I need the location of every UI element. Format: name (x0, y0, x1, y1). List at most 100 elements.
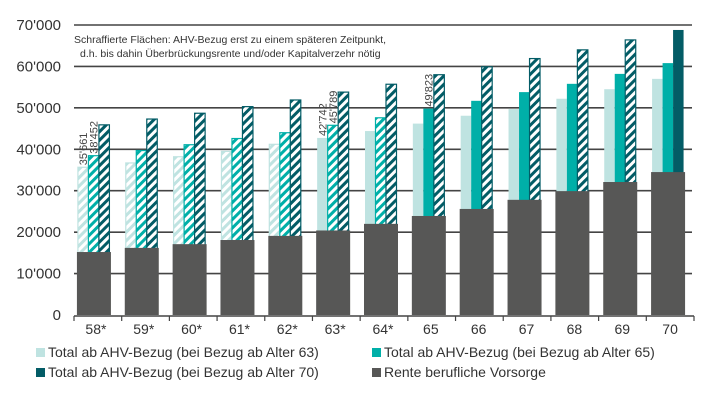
bar-rente-berufliche-vorsorge-61 (220, 240, 255, 315)
bar-group-64 (364, 83, 398, 315)
bar-group-61 (220, 106, 255, 315)
bar-rente-berufliche-vorsorge-58 (76, 252, 111, 315)
bar-total-ab-ahv-bezug-bei-bezug-ab-alter-63-60 (173, 156, 185, 247)
legend-label-ahv-63: Total ab AHV-Bezug (bei Bezug ab Alter 6… (48, 344, 319, 360)
bar-total-ab-ahv-bezug-bei-bezug-ab-alter-70-68 (576, 49, 589, 194)
annotation: Schraffierte Flächen: AHV-Bezug erst zu … (72, 31, 386, 61)
legend-item-ahv-63: Total ab AHV-Bezug (bei Bezug ab Alter 6… (36, 344, 319, 360)
bar-total-ab-ahv-bezug-bei-bezug-ab-alter-65-68 (566, 83, 578, 194)
bar-rente-berufliche-vorsorge-62 (268, 235, 303, 315)
bar-group-63 (316, 91, 351, 315)
bar-total-ab-ahv-bezug-bei-bezug-ab-alter-65-63 (327, 124, 339, 234)
bar-rente-berufliche-vorsorge-66 (459, 208, 494, 315)
data-label: 38'452 (89, 121, 101, 154)
bar-total-ab-ahv-bezug-bei-bezug-ab-alter-70-60 (194, 112, 206, 247)
bar-total-ab-ahv-bezug-bei-bezug-ab-alter-65-67 (519, 92, 530, 202)
bar-group-62 (268, 99, 303, 315)
bar-total-ab-ahv-bezug-bei-bezug-ab-alter-63-70 (652, 78, 663, 175)
bar-total-ab-ahv-bezug-bei-bezug-ab-alter-70-70 (673, 29, 684, 175)
bar-total-ab-ahv-bezug-bei-bezug-ab-alter-65-61 (231, 137, 244, 243)
bar-group-67 (507, 57, 542, 315)
annotation-line-2: d.h. bis dahin Überbrückungsrente und/od… (80, 48, 381, 60)
y-tick-label: 40'000 (16, 141, 61, 158)
bar-total-ab-ahv-bezug-bei-bezug-ab-alter-63-61 (220, 150, 233, 243)
bar-total-ab-ahv-bezug-bei-bezug-ab-alter-63-68 (556, 98, 567, 194)
bar-total-ab-ahv-bezug-bei-bezug-ab-alter-65-65 (423, 108, 434, 218)
bar-total-ab-ahv-bezug-bei-bezug-ab-alter-65-70 (662, 63, 674, 175)
legend-label-ahv-70: Total ab AHV-Bezug (bei Bezug ab Alter 7… (48, 364, 319, 380)
bar-group-60 (172, 112, 207, 315)
x-tick-label: 61* (229, 321, 251, 337)
legend-swatch-ahv-63 (36, 347, 45, 357)
bar-total-ab-ahv-bezug-bei-bezug-ab-alter-70-66 (481, 66, 493, 212)
bar-rente-berufliche-vorsorge-64 (364, 223, 398, 315)
x-tick-label: 60* (181, 321, 203, 337)
legend-swatch-bvg (372, 367, 381, 377)
bar-group-59 (124, 118, 159, 315)
bar-total-ab-ahv-bezug-bei-bezug-ab-alter-70-64 (385, 83, 398, 227)
x-tick-label: 63* (325, 321, 347, 337)
legend-label-ahv-65: Total ab AHV-Bezug (bei Bezug ab Alter 6… (384, 344, 655, 360)
bar-group-68 (555, 49, 590, 315)
bar-total-ab-ahv-bezug-bei-bezug-ab-alter-63-65 (412, 123, 424, 218)
x-tick-label: 65 (423, 321, 439, 337)
bar-total-ab-ahv-bezug-bei-bezug-ab-alter-70-67 (528, 57, 541, 203)
legend-swatch-ahv-70 (36, 367, 45, 377)
data-label: 49'823 (424, 74, 436, 107)
bar-total-ab-ahv-bezug-bei-bezug-ab-alter-63-63 (317, 137, 328, 233)
bar-rente-berufliche-vorsorge-63 (316, 230, 351, 315)
x-tick-label: 64* (372, 321, 394, 337)
bar-total-ab-ahv-bezug-bei-bezug-ab-alter-65-60 (183, 144, 196, 247)
bar-rente-berufliche-vorsorge-70 (651, 172, 686, 315)
y-axis: 0 10'000 20'000 30'000 40'000 50'000 60'000 70'… (16, 17, 61, 324)
x-tick-label: 70 (662, 321, 678, 337)
legend-swatch-ahv-65 (372, 347, 381, 357)
x-tick-label: 58* (85, 321, 107, 337)
annotation-line-1: Schraffierte Flächen: AHV-Bezug erst zu … (74, 34, 386, 46)
legend-label-bvg: Rente berufliche Vorsorge (384, 364, 546, 380)
y-tick-label: 0 (53, 307, 61, 324)
y-tick-label: 30'000 (16, 183, 61, 200)
y-tick-label: 50'000 (16, 100, 61, 117)
x-tick-label: 69 (614, 321, 630, 337)
y-tick-label: 60'000 (16, 58, 61, 75)
y-tick-label: 10'000 (16, 266, 61, 283)
legend-item-bvg: Rente berufliche Vorsorge (372, 364, 546, 380)
bar-total-ab-ahv-bezug-bei-bezug-ab-alter-63-69 (604, 89, 615, 185)
bar-total-ab-ahv-bezug-bei-bezug-ab-alter-63-59 (125, 162, 137, 251)
x-tick-label: 62* (277, 321, 299, 337)
legend-item-ahv-70: Total ab AHV-Bezug (bei Bezug ab Alter 7… (36, 364, 319, 380)
x-tick-label: 67 (519, 321, 535, 337)
bar-total-ab-ahv-bezug-bei-bezug-ab-alter-65-58 (87, 155, 100, 255)
bar-total-ab-ahv-bezug-bei-bezug-ab-alter-63-67 (508, 109, 520, 202)
bar-group-65 (411, 74, 446, 315)
bar-rente-berufliche-vorsorge-60 (172, 244, 207, 315)
bar-total-ab-ahv-bezug-bei-bezug-ab-alter-65-66 (471, 100, 482, 211)
x-tick-label: 68 (567, 321, 583, 337)
x-tick-label: 66 (471, 321, 487, 337)
bar-rente-berufliche-vorsorge-68 (555, 191, 590, 315)
bar-total-ab-ahv-bezug-bei-bezug-ab-alter-65-64 (374, 117, 387, 227)
bar-total-ab-ahv-bezug-bei-bezug-ab-alter-63-66 (460, 115, 472, 211)
bar-total-ab-ahv-bezug-bei-bezug-ab-alter-70-59 (146, 118, 158, 251)
y-tick-label: 20'000 (16, 224, 61, 241)
y-tick-label: 70'000 (16, 17, 61, 34)
x-tick-label: 59* (133, 321, 155, 337)
data-label: 42'742 (317, 103, 329, 136)
data-label: 35'661 (78, 133, 90, 166)
bar-total-ab-ahv-bezug-bei-bezug-ab-alter-63-64 (365, 131, 376, 226)
bar-total-ab-ahv-bezug-bei-bezug-ab-alter-65-69 (614, 73, 626, 185)
bar-rente-berufliche-vorsorge-59 (124, 247, 159, 315)
bar-group-70 (651, 29, 686, 315)
bar-group-69 (603, 39, 638, 315)
bars (76, 29, 686, 315)
bar-rente-berufliche-vorsorge-67 (507, 199, 542, 315)
bar-group-58 (76, 124, 111, 315)
annotation-background (72, 31, 342, 61)
bar-total-ab-ahv-bezug-bei-bezug-ab-alter-70-69 (624, 39, 637, 185)
bar-total-ab-ahv-bezug-bei-bezug-ab-alter-65-59 (135, 149, 148, 251)
legend-item-ahv-65: Total ab AHV-Bezug (bei Bezug ab Alter 6… (372, 344, 655, 360)
bar-rente-berufliche-vorsorge-65 (411, 215, 446, 315)
